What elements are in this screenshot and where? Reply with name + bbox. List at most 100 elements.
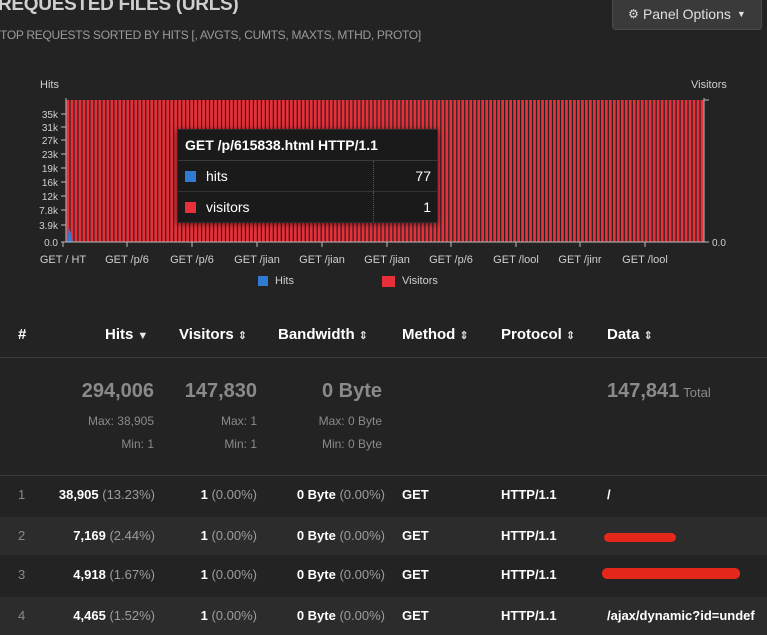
visitors-bar [537,100,540,242]
visitors-bar [122,100,126,242]
visitors-bar [628,100,632,242]
visitors-bar [684,100,688,242]
summary-visitors-min: Min: 1 [224,437,257,451]
visitors-bar [612,100,616,242]
visitors-bar [549,100,552,242]
tooltip-visitors-swatch [185,201,196,213]
table-row[interactable]: 3 4,918 (1.67%) 1 (0.00%) 0 Byte (0.00%) GET… [0,556,767,594]
summary-divider [0,475,767,476]
legend-hits-swatch [258,276,268,286]
y-tick-label: 0.0 [44,238,58,249]
row-data[interactable]: / [607,476,611,514]
row-visitors: 1 (0.00%) [201,556,257,594]
tooltip-hits-value: 77 [415,168,431,184]
col-protocol-header[interactable]: Protocol ⇕ [501,313,575,357]
row-bandwidth: 0 Byte (0.00%) [297,476,385,514]
chart-tooltip: GET /p/615838.html HTTP/1.1 hits 77 visi… [177,129,438,223]
row-bandwidth-value: 0 Byte [296,487,336,502]
visitors-bar [114,100,118,242]
col-data-header[interactable]: Data ⇕ [607,313,653,357]
visitors-bar [82,100,86,242]
y-axis-left-title: Hits [40,79,59,91]
visitors-bar [517,100,520,242]
table-row[interactable]: 1 38,905 (13.23%) 1 (0.00%) 0 Byte (0.00%) G… [0,476,767,514]
visitors-bar [672,100,676,242]
col-visitors-header[interactable]: Visitors ⇕ [179,313,247,357]
visitors-bar [98,100,102,242]
summary-data-total-value: 147,841 [607,380,680,402]
tooltip-row-hits: hits 77 [178,161,437,191]
row-visitors-pct: (0.00%) [211,567,257,582]
visitors-bar [616,100,620,242]
legend-item-visitors[interactable]: Visitors [382,275,438,287]
col-visitors-label: Visitors [179,326,234,343]
row-data[interactable]: /ajax/dynamic?id=undef [607,597,755,635]
panel-options-label: Panel Options [642,6,731,22]
row-visitors-pct: (0.00%) [211,608,257,623]
col-hits-header[interactable]: Hits ▼ [105,313,148,357]
visitors-bar [138,100,142,242]
table-row[interactable]: 2 7,169 (2.44%) 1 (0.00%) 0 Byte (0.00%) GET… [0,517,767,555]
table-row[interactable]: 4 4,465 (1.52%) 1 (0.00%) 0 Byte (0.00%) GET… [0,597,767,635]
row-method-value: GET [402,487,429,502]
col-method-header[interactable]: Method ⇕ [402,313,469,357]
row-index: 2 [18,528,26,543]
summary-bandwidth-total: 0 Byte [321,380,382,402]
panel-options-button[interactable]: ⚙ Panel Options ▼ [612,0,762,30]
row-method-value: GET [402,608,429,623]
row-hits: 38,905 (13.23%) [59,476,155,514]
visitors-bar [453,100,457,242]
row-visitors: 1 (0.00%) [201,476,257,514]
row-protocol: HTTP/1.1 [501,517,557,555]
visitors-bar [636,100,640,242]
visitors-bar [632,100,636,242]
visitors-bar [445,100,449,242]
visitors-bar [142,100,146,242]
row-visitors-value: 1 [200,487,208,502]
col-index-label: # [18,326,27,343]
visitors-bar [624,100,628,242]
row-method: GET [402,597,429,635]
visitors-bar [126,100,130,242]
visitors-bar [118,100,122,242]
visitors-bar [648,100,652,242]
visitors-bar [78,100,82,242]
visitors-bar [592,100,596,242]
col-bandwidth-header[interactable]: Bandwidth ⇕ [278,313,368,357]
row-protocol-value: HTTP/1.1 [501,528,557,543]
visitors-bar [102,100,106,242]
y-tick-label: 7.8k [39,206,59,217]
sort-both-icon: ⇕ [459,330,469,342]
col-method-label: Method [402,326,456,343]
summary-hits-total: 294,006 [81,380,154,402]
visitors-bar [461,100,465,242]
visitors-bar [166,100,170,242]
visitors-bar [70,100,74,242]
col-data-label: Data [607,326,640,343]
visitors-bar [441,100,445,242]
visitors-bar [541,100,544,242]
tooltip-title: GET /p/615838.html HTTP/1.1 [178,130,437,161]
row-visitors-pct: (0.00%) [211,528,257,543]
tooltip-visitors-value: 1 [423,199,431,215]
table-header: # Hits ▼ Visitors ⇕ Bandwidth ⇕ Method ⇕ Pro… [0,313,767,357]
panel-subtitle: TOP REQUESTS SORTED BY HITS [, AVGTS, CU… [0,28,421,42]
legend-item-hits[interactable]: Hits [258,275,294,287]
visitors-bar [162,100,166,242]
legend-visitors-swatch [382,275,395,287]
summary-visitors-total: 147,830 [184,380,257,402]
visitors-bar [110,100,114,242]
row-hits: 4,465 (1.52%) [73,597,155,635]
visitors-bar [469,100,473,242]
visitors-bar [481,100,485,242]
visitors-bar [513,100,516,242]
visitors-bar [465,100,469,242]
y-tick-label: 23k [42,150,59,161]
row-data-value: / [607,487,611,502]
row-bandwidth-value: 0 Byte [296,608,336,623]
x-tick-label: GET /jian [299,254,345,266]
visitors-bar [457,100,461,242]
visitors-bar [505,100,509,242]
row-hits-pct: (1.52%) [109,608,155,623]
visitors-bar [154,100,158,242]
